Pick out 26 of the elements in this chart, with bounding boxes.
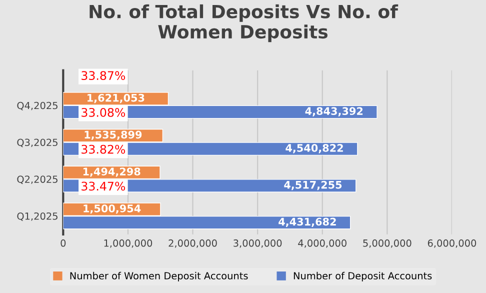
- data-label: 1,500,954: [84, 204, 141, 214]
- annotation: 33.87%: [82, 71, 126, 80]
- x-tick-label: 0: [60, 239, 66, 247]
- x-tick-label: 4,000,000: [298, 239, 346, 248]
- data-label: 1,494,298: [83, 168, 140, 177]
- y-tick-label: Q3,2025: [17, 138, 58, 148]
- x-tick-label: 5,000,000: [363, 239, 412, 248]
- x-tick-label: 2,000,000: [168, 239, 217, 248]
- legend-label: Number of Women Deposit Accounts: [70, 272, 248, 282]
- annotation: 33.82%: [82, 144, 126, 154]
- data-label: 1,621,053: [88, 94, 144, 104]
- annotation: 33.08%: [82, 108, 126, 117]
- y-tick-label: Q1,2025: [17, 212, 58, 221]
- x-tick-label: 3,000,000: [234, 239, 282, 248]
- x-tick-label: 6,000,000: [428, 239, 476, 248]
- data-label: 4,843,392: [305, 107, 363, 116]
- y-tick-label: Q2,2025: [17, 176, 58, 184]
- data-label: 4,517,255: [284, 180, 342, 190]
- data-label: 4,540,822: [286, 144, 343, 154]
- data-label: 4,431,682: [278, 218, 336, 227]
- legend-label: Number of Deposit Accounts: [294, 272, 432, 282]
- data-label: 1,535,899: [84, 130, 142, 140]
- x-tick-label: 1,000,000: [104, 239, 152, 248]
- chart-title: No. of Total Deposits Vs No. of Women Deposits: [90, 4, 398, 42]
- y-tick-label: Q4,2025: [17, 102, 58, 110]
- annotation: 33.47%: [82, 182, 126, 191]
